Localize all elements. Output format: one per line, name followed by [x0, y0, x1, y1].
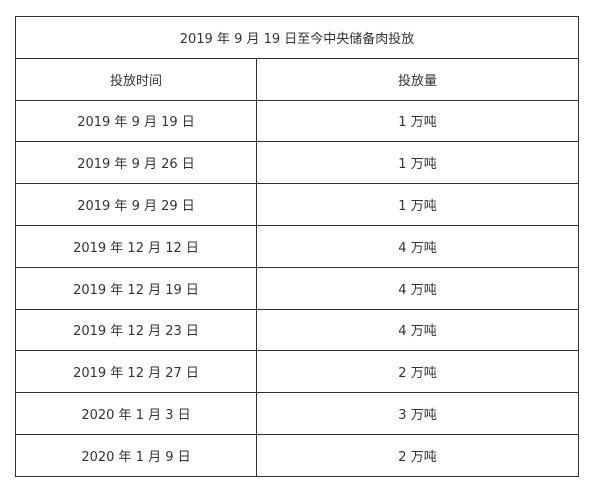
table-header-row: 投放时间 投放量	[15, 57, 579, 101]
header-release-time: 投放时间	[15, 57, 257, 101]
release-amount-cell: 4 万吨	[256, 308, 579, 352]
release-date-cell: 2019 年 9 月 26 日	[15, 141, 257, 185]
release-date-cell: 2019 年 12 月 19 日	[15, 266, 257, 310]
release-date-cell: 2019 年 12 月 23 日	[15, 308, 257, 352]
table-title-row: 2019 年 9 月 19 日至今中央储备肉投放	[15, 16, 579, 59]
release-date-cell: 2020 年 1 月 3 日	[15, 392, 257, 435]
release-date-cell: 2019 年 9 月 19 日	[15, 99, 257, 143]
release-amount-cell: 3 万吨	[256, 392, 579, 435]
release-amount-cell: 1 万吨	[256, 141, 579, 185]
table-title: 2019 年 9 月 19 日至今中央储备肉投放	[15, 16, 579, 59]
release-amount-cell: 1 万吨	[256, 99, 579, 143]
release-date-cell: 2019 年 12 月 27 日	[15, 350, 257, 394]
release-date-cell: 2019 年 12 月 12 日	[15, 224, 257, 268]
release-date-cell: 2019 年 9 月 29 日	[15, 183, 257, 226]
release-amount-cell: 2 万吨	[256, 433, 579, 477]
release-amount-cell: 2 万吨	[256, 350, 579, 394]
header-release-amount: 投放量	[256, 57, 579, 101]
release-amount-cell: 4 万吨	[256, 266, 579, 310]
release-date-cell: 2020 年 1 月 9 日	[15, 433, 257, 477]
release-amount-cell: 4 万吨	[256, 224, 579, 268]
reserve-meat-release-table: 2019 年 9 月 19 日至今中央储备肉投放 投放时间 投放量 2019 年…	[15, 16, 579, 477]
release-amount-cell: 1 万吨	[256, 183, 579, 226]
